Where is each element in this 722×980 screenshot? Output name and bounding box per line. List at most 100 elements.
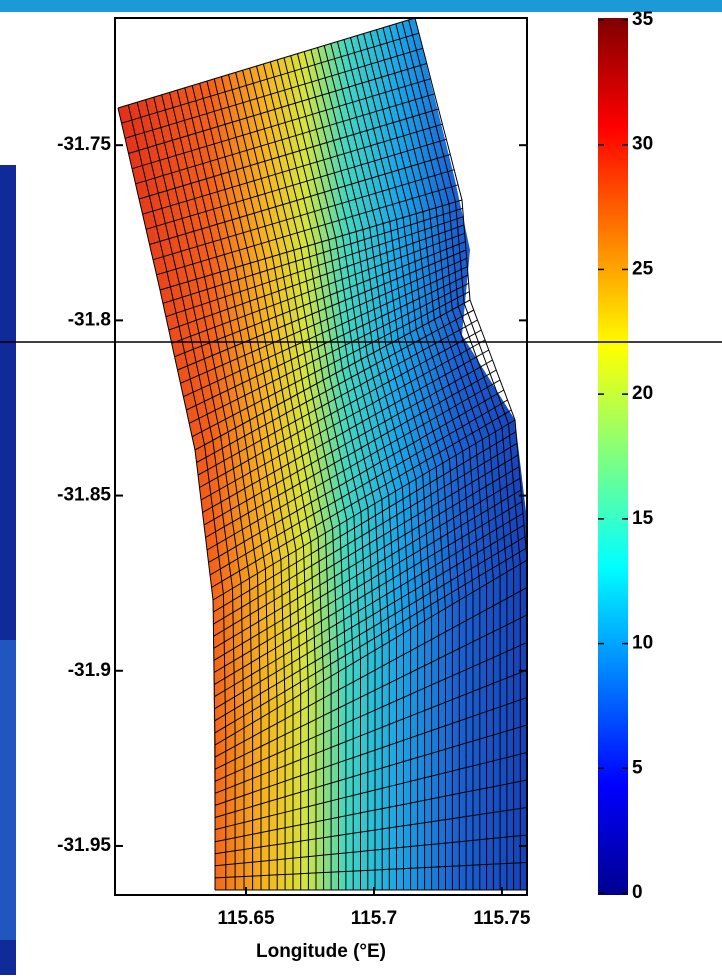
mesh-line xyxy=(161,94,262,890)
colorbar-tick-label: 5 xyxy=(632,757,643,778)
mesh-line xyxy=(153,97,254,890)
mesh-line xyxy=(214,642,527,782)
mesh-line xyxy=(211,409,512,588)
mesh-line xyxy=(202,349,490,513)
top-bar xyxy=(0,0,722,12)
mesh-line xyxy=(343,39,453,890)
colorbar-tick-label: 10 xyxy=(632,633,653,654)
mesh-line xyxy=(214,834,527,867)
mesh-line xyxy=(180,257,467,384)
mesh-line xyxy=(214,807,527,855)
mesh-line xyxy=(203,359,493,526)
mesh-line xyxy=(131,78,431,170)
mesh-line xyxy=(414,18,527,890)
mesh-line xyxy=(317,47,426,890)
mesh-line xyxy=(213,454,519,637)
mesh-line xyxy=(117,107,216,890)
mesh-line xyxy=(297,53,404,890)
mesh-line xyxy=(388,25,501,890)
mesh-line xyxy=(336,41,446,890)
mesh-line xyxy=(213,501,523,686)
mesh-line xyxy=(214,724,527,818)
colorbar-tick-label: 25 xyxy=(632,258,654,279)
y-tick-label: -31.9 xyxy=(68,660,111,681)
mesh-line xyxy=(168,224,465,331)
mesh-line xyxy=(262,63,369,890)
colorbar-tick-label: 0 xyxy=(632,882,643,903)
mesh-line xyxy=(395,23,508,890)
mesh-line xyxy=(214,512,524,698)
mesh-line xyxy=(382,27,494,890)
mesh-line xyxy=(205,369,497,538)
mesh-line xyxy=(165,216,464,318)
mesh-line xyxy=(256,65,361,890)
x-tick-label: 115.65 xyxy=(217,908,274,929)
mesh-line xyxy=(276,59,383,890)
x-tick-label: 115.75 xyxy=(473,908,530,929)
mesh-line xyxy=(214,669,527,794)
mesh-line xyxy=(174,241,466,358)
mesh-line xyxy=(206,80,309,890)
mesh-line xyxy=(177,249,467,371)
mesh-line xyxy=(176,89,278,890)
mesh-line xyxy=(149,154,451,245)
colorbar-tick-label: 15 xyxy=(632,508,654,529)
colorbar-tick-label: 20 xyxy=(632,383,653,404)
mesh-line xyxy=(350,37,460,890)
mesh-line xyxy=(136,102,236,890)
mesh-line xyxy=(142,123,443,215)
mesh-line xyxy=(184,87,286,890)
y-tick-label: -31.95 xyxy=(57,835,111,856)
mesh-line xyxy=(214,862,527,879)
mesh-line xyxy=(200,339,486,501)
x-tick-label: 115.7 xyxy=(351,908,398,929)
mesh-line xyxy=(162,207,463,304)
mesh-line xyxy=(376,29,488,890)
mesh-line xyxy=(191,291,470,438)
mesh-line xyxy=(290,55,397,890)
mesh-line xyxy=(242,70,347,890)
mesh-line xyxy=(220,76,325,890)
y-tick-label: -31.75 xyxy=(57,134,111,155)
mesh-line xyxy=(121,32,420,124)
mesh-line xyxy=(209,399,508,576)
mesh-line xyxy=(213,442,518,625)
mesh-line xyxy=(117,18,416,109)
side-panel-detail xyxy=(0,640,16,940)
mesh-line xyxy=(191,85,294,890)
mesh-line xyxy=(214,779,527,843)
y-tick-label: -31.85 xyxy=(57,485,111,506)
mesh-line xyxy=(124,47,423,139)
mesh xyxy=(117,18,527,891)
mesh-line xyxy=(303,51,412,890)
plot-frame xyxy=(114,17,528,896)
mesh-line xyxy=(213,489,522,673)
mesh-line xyxy=(194,299,471,451)
x-axis-label: Longitude (°E) xyxy=(256,941,386,962)
mesh-line xyxy=(159,199,463,291)
mesh-line xyxy=(145,138,447,230)
mesh-line xyxy=(199,83,302,890)
mesh-line xyxy=(135,93,435,185)
mesh-line xyxy=(356,35,467,890)
mesh-line xyxy=(214,752,527,831)
mesh-line xyxy=(183,266,468,398)
mesh-line xyxy=(214,587,527,758)
mesh-line xyxy=(330,43,440,890)
y-tick-label: -31.8 xyxy=(68,309,111,330)
mesh-line xyxy=(171,232,465,344)
mesh-line xyxy=(214,559,527,746)
mesh-line xyxy=(169,92,270,890)
mesh-line xyxy=(323,45,433,890)
mesh-line xyxy=(138,108,439,200)
mesh-line xyxy=(152,169,455,261)
mesh-line xyxy=(199,329,482,488)
mesh-line xyxy=(196,309,475,463)
mesh-line xyxy=(213,78,317,890)
mesh-line xyxy=(214,536,526,722)
mesh-line xyxy=(235,72,339,890)
mesh-line xyxy=(214,614,527,770)
mesh-line xyxy=(208,389,505,563)
colorbar-tick-label: 35 xyxy=(632,9,654,30)
